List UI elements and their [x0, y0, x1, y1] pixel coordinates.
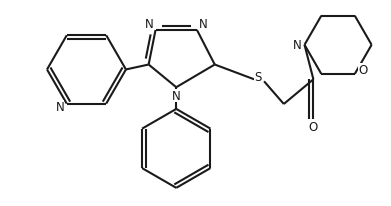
- Text: N: N: [293, 39, 302, 52]
- Text: S: S: [255, 70, 262, 83]
- Text: N: N: [172, 89, 181, 102]
- Text: N: N: [56, 101, 64, 114]
- Text: N: N: [199, 18, 207, 30]
- Text: N: N: [145, 18, 154, 30]
- Text: O: O: [309, 121, 318, 133]
- Text: O: O: [358, 64, 368, 77]
